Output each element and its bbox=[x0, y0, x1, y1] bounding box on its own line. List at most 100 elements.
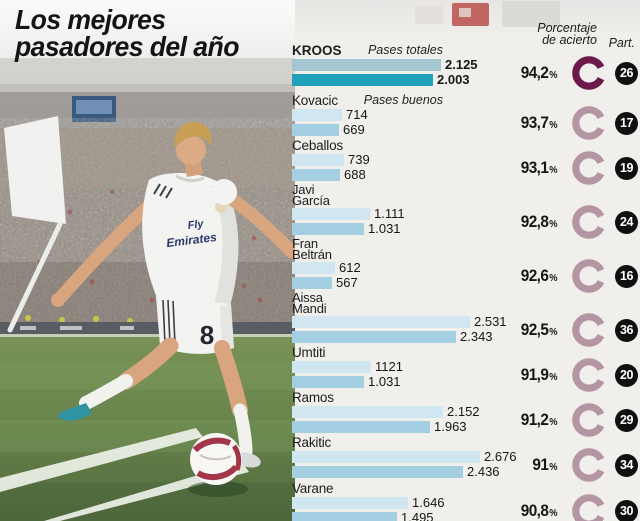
total-passes-value: 1.111 bbox=[374, 206, 405, 221]
matches-badge: 26 bbox=[615, 61, 638, 85]
matches-badge: 34 bbox=[615, 453, 638, 477]
total-passes-bar-line: 739 bbox=[292, 152, 640, 167]
row-stats: 93,1% 19 bbox=[493, 151, 638, 185]
photo-remnant-red-sign bbox=[452, 3, 489, 26]
title-line1: Los mejores bbox=[15, 4, 166, 35]
matches-badge: 19 bbox=[615, 156, 638, 180]
player-row-ramos: Ramos 2.152 1.963 91,2% 29 bbox=[292, 390, 640, 437]
kroos-photo: Fly Emirates 8 bbox=[0, 0, 295, 521]
accuracy-donut bbox=[572, 106, 606, 140]
total-passes-bar-line: 2.125 bbox=[292, 57, 640, 72]
player-row-umtiti: Umtiti 1121 1.031 91,9% 20 bbox=[292, 345, 640, 392]
good-passes-value: 1.963 bbox=[434, 419, 467, 434]
total-passes-bar bbox=[292, 406, 443, 418]
row-stats: 94,2% 26 bbox=[493, 56, 638, 90]
accuracy-value: 93,1% bbox=[520, 158, 558, 177]
total-passes-value: 612 bbox=[339, 260, 361, 275]
player-row-fran-beltrán: Fran Beltrán 612 567 92,6% 16 bbox=[292, 236, 640, 293]
total-passes-value: 1.646 bbox=[412, 495, 445, 510]
player-name: Umtiti bbox=[292, 345, 326, 360]
player-name: Ramos bbox=[292, 390, 334, 405]
matches-badge: 17 bbox=[615, 111, 638, 135]
player-row-rakitic: Rakitic 2.676 2.436 91% 34 bbox=[292, 435, 640, 482]
legend-pases-totales: Pases totales bbox=[367, 43, 443, 57]
good-passes-value: 669 bbox=[343, 122, 365, 137]
good-passes-value: 1.031 bbox=[368, 221, 401, 236]
total-passes-value: 714 bbox=[346, 107, 368, 122]
accuracy-value: 92,6% bbox=[520, 266, 558, 285]
total-passes-bar bbox=[292, 208, 370, 220]
good-passes-bar-line: 1.963 bbox=[292, 419, 640, 434]
accuracy-donut bbox=[572, 56, 606, 90]
total-passes-value: 2.152 bbox=[447, 404, 480, 419]
matches-badge: 29 bbox=[615, 408, 638, 432]
total-passes-bar-line: 1.646 bbox=[292, 495, 640, 510]
accuracy-donut bbox=[572, 259, 606, 293]
corner-flag bbox=[4, 116, 66, 333]
player-row-aissa-mandi: Aissa Mandi 2.531 2.343 92,5% 36 bbox=[292, 290, 640, 347]
good-passes-bar bbox=[292, 512, 397, 521]
player-rows: KROOS 2.125 2.003 94,2% 26 Kovacic 714 669 93,7%… bbox=[292, 44, 640, 521]
back-arm bbox=[55, 198, 157, 303]
accuracy-value: 91,9% bbox=[520, 365, 558, 384]
accuracy-value: 90,8% bbox=[520, 501, 558, 520]
player-figure: Fly Emirates 8 bbox=[51, 122, 295, 468]
accuracy-donut bbox=[572, 151, 606, 185]
scoreboard-screen bbox=[76, 100, 112, 114]
player-name: Fran Beltrán bbox=[292, 236, 332, 262]
matches-badge: 16 bbox=[615, 264, 638, 288]
row-stats: 92,5% 36 bbox=[493, 313, 638, 347]
row-stats: 91% 34 bbox=[493, 448, 638, 482]
row-stats: 91,9% 20 bbox=[493, 358, 638, 392]
player-name: Ceballos bbox=[292, 138, 343, 153]
good-passes-bar bbox=[292, 466, 463, 478]
total-passes-value: 2.531 bbox=[474, 314, 507, 329]
good-passes-bar-line: 2.343 bbox=[292, 329, 640, 344]
good-passes-value: 1.031 bbox=[368, 374, 401, 389]
accuracy-value: 91,2% bbox=[520, 410, 558, 429]
adidas-stripes bbox=[153, 183, 173, 199]
accuracy-donut bbox=[572, 313, 606, 347]
good-passes-bar-line: 669 bbox=[292, 122, 640, 137]
accuracy-donut bbox=[572, 403, 606, 437]
good-passes-bar-line: 567 bbox=[292, 276, 640, 289]
total-passes-value: 739 bbox=[348, 152, 370, 167]
player-row-kroos: KROOS 2.125 2.003 94,2% 26 bbox=[292, 44, 640, 90]
jersey-sponsor-line1: Fly bbox=[187, 218, 205, 232]
player-name: Kovacic bbox=[292, 93, 338, 108]
total-passes-bar bbox=[292, 262, 335, 274]
total-passes-bar-line: 2.531 bbox=[292, 314, 640, 329]
good-passes-value: 2.343 bbox=[460, 329, 493, 344]
good-passes-bar bbox=[292, 124, 339, 136]
shorts-number: 8 bbox=[200, 320, 214, 350]
good-passes-bar bbox=[292, 277, 332, 289]
accuracy-donut bbox=[572, 205, 606, 239]
led-board bbox=[0, 322, 295, 334]
accuracy-donut bbox=[572, 358, 606, 392]
row-stats: 91,2% 29 bbox=[493, 403, 638, 437]
total-passes-bar bbox=[292, 497, 408, 509]
accuracy-value: 94,2% bbox=[520, 63, 558, 82]
total-passes-bar bbox=[292, 316, 470, 328]
good-passes-bar bbox=[292, 74, 433, 86]
total-passes-value: 2.125 bbox=[445, 57, 478, 72]
total-passes-bar bbox=[292, 361, 371, 373]
pitch-line bbox=[0, 428, 203, 492]
photo-remnant bbox=[415, 6, 443, 24]
legend-pases-buenos: Pases buenos bbox=[363, 93, 443, 107]
total-passes-value: 1121 bbox=[375, 359, 403, 374]
row-stats: 90,8% 30 bbox=[493, 494, 638, 521]
player-name: Aissa Mandi bbox=[292, 290, 327, 316]
accuracy-value: 92,5% bbox=[520, 320, 558, 339]
total-passes-bar-line: 612 bbox=[292, 260, 640, 275]
total-passes-value: 2.676 bbox=[484, 449, 517, 464]
good-passes-bar bbox=[292, 331, 456, 343]
accuracy-value: 92,8% bbox=[520, 212, 558, 231]
player-name: Varane bbox=[292, 481, 334, 496]
player-name: Rakitic bbox=[292, 435, 332, 450]
good-passes-bar-line: 1.031 bbox=[292, 374, 640, 389]
total-passes-bar bbox=[292, 109, 342, 121]
matches-badge: 30 bbox=[615, 499, 638, 521]
total-passes-bar-line: 1121 bbox=[292, 359, 640, 374]
